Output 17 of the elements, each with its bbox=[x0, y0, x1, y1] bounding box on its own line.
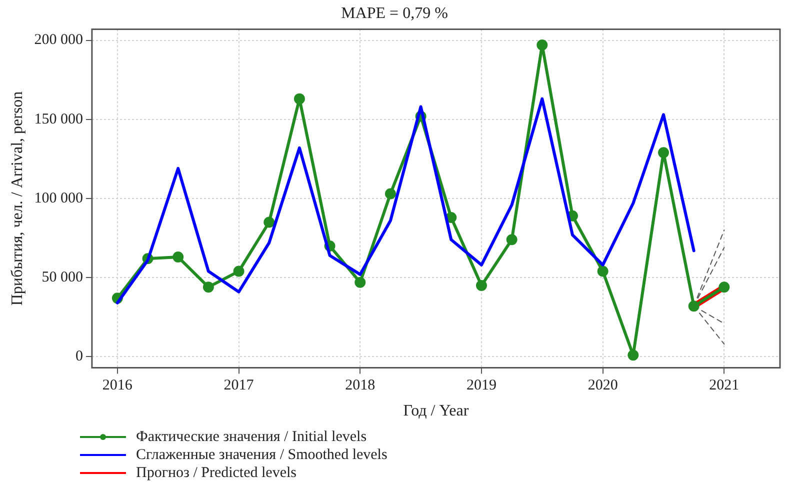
x-tick-label: 2016 bbox=[102, 378, 133, 394]
x-tick-label: 2019 bbox=[466, 378, 496, 394]
x-tick-label: 2018 bbox=[345, 378, 376, 394]
x-tick-label: 2020 bbox=[588, 378, 618, 394]
legend-label: Фактические значения / Initial levels bbox=[136, 428, 367, 446]
y-tick-label: 50 000 bbox=[42, 270, 83, 286]
y-tick-label: 100 000 bbox=[34, 190, 83, 206]
x-tick-label: 2017 bbox=[224, 378, 254, 394]
y-tick-label: 200 000 bbox=[34, 32, 83, 48]
x-tick-label: 2021 bbox=[709, 378, 740, 394]
y-tick-label: 150 000 bbox=[34, 111, 83, 128]
x-axis-title: Год / Year bbox=[403, 402, 470, 420]
chart-title: MAPE = 0,79 % bbox=[341, 4, 448, 22]
y-axis-title: Прибытия, чел. / Arrival, person bbox=[8, 91, 26, 306]
legend-label: Прогноз / Predicted levels bbox=[136, 464, 296, 482]
legend-label: Сглаженные значения / Smoothed levels bbox=[136, 446, 388, 464]
y-tick-label: 0 bbox=[75, 348, 83, 365]
